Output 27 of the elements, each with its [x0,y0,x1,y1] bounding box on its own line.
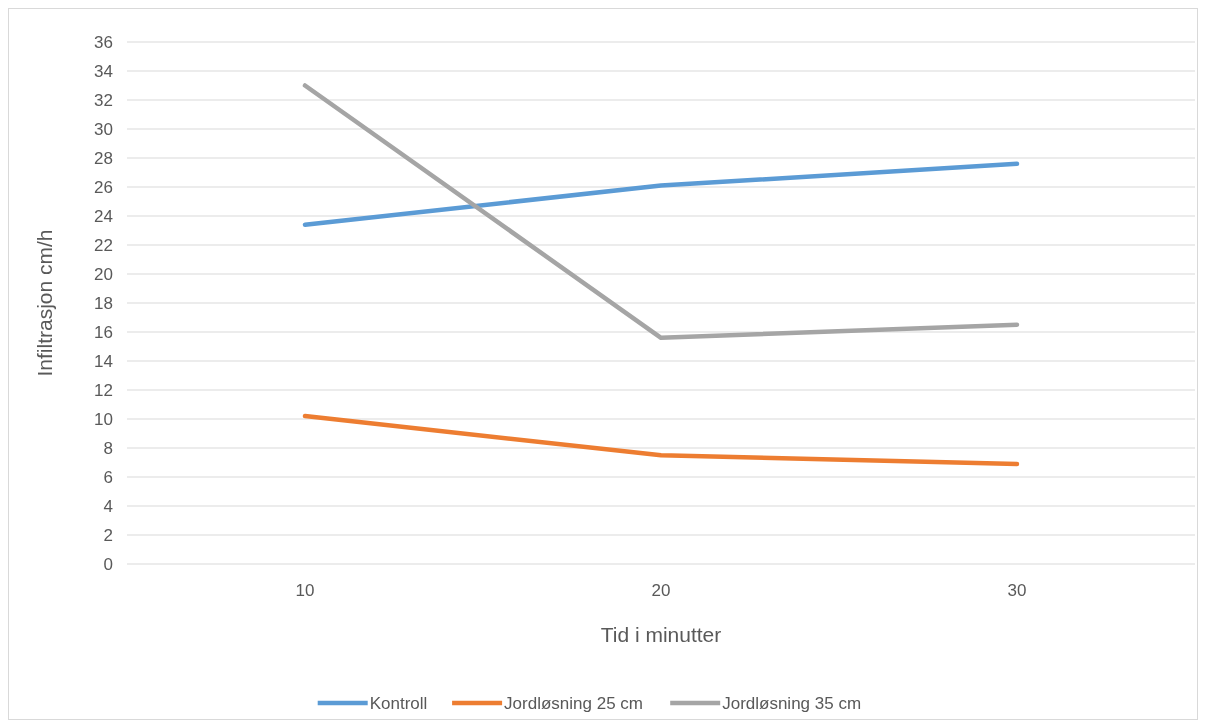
legend-label: Kontroll [369,693,428,713]
y-tick-label: 2 [103,525,113,545]
y-tick-label: 0 [103,554,113,574]
y-tick-label: 10 [94,409,113,429]
y-tick-label: 4 [103,496,113,516]
y-tick-label: 28 [94,148,113,168]
y-tick-label: 20 [94,264,113,284]
y-tick-label: 34 [94,61,113,81]
y-tick-label: 12 [94,380,113,400]
y-tick-label: 36 [94,32,113,52]
x-tick-label: 30 [1007,581,1027,600]
legend-label: Jordløsning 25 cm [504,693,643,713]
y-tick-label: 24 [94,206,113,226]
y-tick-label: 22 [94,235,113,255]
y-axis-title: Infiltrasjon cm/h [33,229,56,377]
y-tick-label: 16 [94,322,113,342]
x-tick-label: 20 [651,581,671,600]
y-tick-label: 30 [94,119,113,139]
legend-label: Jordløsning 35 cm [722,693,862,713]
y-tick-label: 18 [94,293,113,313]
x-tick-label: 10 [295,581,315,600]
y-tick-label: 8 [103,438,113,458]
y-tick-label: 32 [94,90,113,110]
y-tick-label: 14 [94,351,113,371]
x-axis-title: Tid i minutter [600,623,722,646]
y-tick-label: 6 [103,467,113,487]
y-tick-label: 26 [94,177,113,197]
